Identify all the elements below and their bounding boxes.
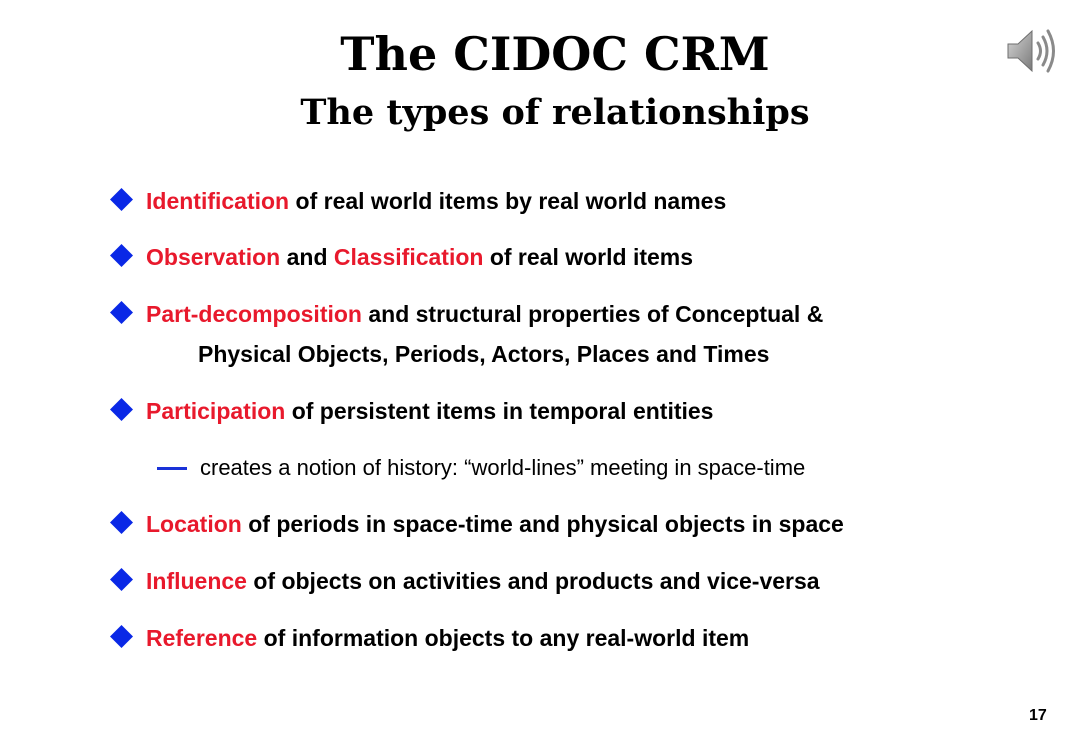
bullet-continuation: Physical Objects, Periods, Actors, Place… xyxy=(198,341,770,367)
bullet-keyword: Influence xyxy=(146,568,247,594)
bullet-text: of information objects to any real-world… xyxy=(257,625,750,651)
bullet-influence: Influence of objects on activities and p… xyxy=(110,561,820,601)
slide-subtitle: The types of relationships xyxy=(300,92,810,133)
bullet-location: Location of periods in space-time and ph… xyxy=(110,504,844,544)
blue-diamond-icon xyxy=(110,568,133,591)
bullet-reference: Reference of information objects to any … xyxy=(110,618,750,658)
bullet-keyword: Participation xyxy=(146,398,286,424)
bullet-text: of real world items by real world names xyxy=(289,188,727,214)
dash-bullet-icon xyxy=(157,467,187,470)
bullet-keyword: Observation xyxy=(146,244,281,270)
blue-diamond-icon xyxy=(110,301,133,324)
blue-diamond-icon xyxy=(110,398,133,421)
bullet-text: and structural properties of Conceptual … xyxy=(361,301,824,327)
bullet-observation: Observation and Classification of real w… xyxy=(110,237,694,277)
bullet-text: of real world items xyxy=(483,244,694,270)
bullet-keyword-2: Classification xyxy=(333,244,484,270)
bullet-keyword: Identification xyxy=(146,188,290,214)
sub-bullet-text: creates a notion of history: “world-line… xyxy=(200,455,806,480)
bullet-identification: Identification of real world items by re… xyxy=(110,181,727,221)
bullet-keyword: Location xyxy=(146,511,242,537)
blue-diamond-icon xyxy=(110,244,133,267)
blue-diamond-icon xyxy=(110,511,133,534)
bullet-keyword: Reference xyxy=(146,625,258,651)
bullet-connector: and xyxy=(280,244,334,270)
blue-diamond-icon xyxy=(110,625,133,648)
sub-bullet-history: creates a notion of history: “world-line… xyxy=(157,451,806,485)
page-number: 17 xyxy=(1029,707,1047,724)
blue-diamond-icon xyxy=(110,188,133,211)
bullet-text: of objects on activities and products an… xyxy=(246,568,820,594)
bullet-text: of periods in space-time and physical ob… xyxy=(241,511,844,537)
bullet-participation: Participation of persistent items in tem… xyxy=(110,391,714,431)
slide-title: The CIDOC CRM xyxy=(340,27,770,81)
bullet-text: of persistent items in temporal entities xyxy=(285,398,714,424)
speaker-audio-icon[interactable] xyxy=(1006,26,1060,76)
bullet-keyword: Part-decomposition xyxy=(146,301,362,327)
bullet-part-decomposition: Part-decomposition and structural proper… xyxy=(110,294,824,374)
